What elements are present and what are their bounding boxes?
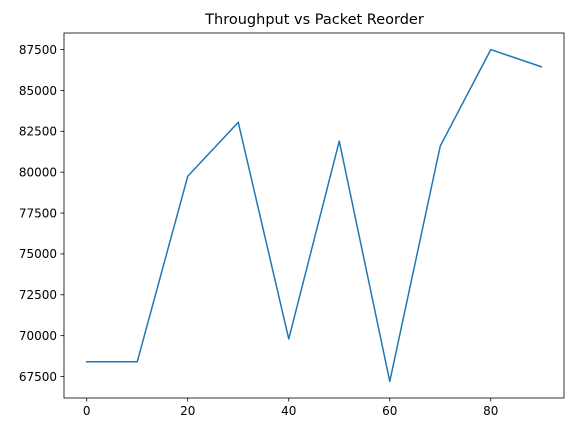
series-line-0 xyxy=(85,48,543,383)
plot-area xyxy=(85,48,543,383)
x-tick-label: 20 xyxy=(180,404,195,418)
axes-frame xyxy=(63,32,565,399)
x-tick-label: 0 xyxy=(83,404,91,418)
axes: 0 20 40 60 80 67500 70000 72500 75000 77500 80000 8… xyxy=(19,32,565,418)
x-tick-label: 60 xyxy=(382,404,397,418)
y-tick-label: 85000 xyxy=(19,84,57,98)
chart-title: Throughput vs Packet Reorder xyxy=(204,12,424,28)
x-tick-label: 40 xyxy=(281,404,296,418)
x-tick-label: 80 xyxy=(483,404,498,418)
y-tick-label: 70000 xyxy=(19,329,57,343)
y-tick-label: 67500 xyxy=(19,370,57,384)
y-tick-label: 82500 xyxy=(19,125,57,139)
y-tick-label: 87500 xyxy=(19,43,57,57)
y-tick-label: 77500 xyxy=(19,206,57,220)
y-tick-label: 72500 xyxy=(19,288,57,302)
y-tick-label: 80000 xyxy=(19,165,57,179)
y-tick-label: 75000 xyxy=(19,247,57,261)
